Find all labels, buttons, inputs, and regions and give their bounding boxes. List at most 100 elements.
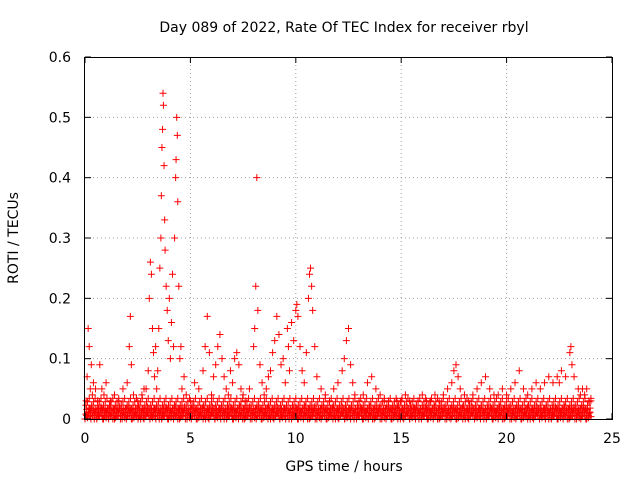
- data-point: [363, 379, 371, 387]
- data-point: [162, 282, 170, 290]
- data-point: [524, 391, 532, 399]
- data-point: [528, 385, 536, 393]
- data-point: [371, 401, 379, 409]
- data-point: [176, 401, 184, 409]
- data-point: [278, 398, 286, 406]
- data-point: [557, 367, 565, 375]
- data-point: [231, 398, 239, 406]
- data-point: [171, 234, 179, 242]
- data-point: [427, 397, 435, 405]
- data-point: [129, 391, 137, 399]
- data-point: [165, 294, 173, 302]
- data-point: [345, 394, 353, 402]
- data-point: [292, 394, 300, 402]
- data-point: [444, 398, 452, 406]
- data-point: [395, 401, 403, 409]
- data-point: [581, 391, 589, 399]
- data-point: [286, 394, 294, 402]
- data-point: [159, 101, 167, 109]
- data-point: [197, 394, 205, 402]
- data-point: [557, 394, 565, 402]
- data-point: [564, 405, 572, 413]
- data-point: [221, 394, 229, 402]
- data-point: [162, 394, 170, 402]
- data-point: [561, 403, 569, 411]
- data-point: [445, 394, 453, 402]
- data-point: [195, 385, 203, 393]
- data-point: [582, 405, 590, 413]
- data-point: [337, 398, 345, 406]
- data-point: [538, 398, 546, 406]
- data-point: [207, 391, 215, 399]
- data-point: [100, 391, 108, 399]
- data-point: [143, 398, 151, 406]
- data-point: [161, 246, 169, 254]
- data-point: [188, 401, 196, 409]
- data-point: [560, 401, 568, 409]
- y-tick-label: 0.5: [49, 110, 71, 126]
- data-point: [123, 401, 131, 409]
- data-point: [281, 379, 289, 387]
- data-point: [310, 394, 318, 402]
- data-point: [567, 343, 575, 351]
- data-point: [302, 398, 310, 406]
- data-point: [88, 391, 96, 399]
- data-point: [424, 401, 432, 409]
- data-point: [151, 373, 159, 381]
- data-point: [479, 398, 487, 406]
- data-point: [277, 401, 285, 409]
- data-point: [269, 349, 277, 357]
- data-point: [536, 401, 544, 409]
- data-point: [250, 394, 258, 402]
- data-point: [292, 306, 300, 314]
- data-point: [585, 409, 593, 417]
- data-point: [196, 398, 204, 406]
- data-point: [180, 373, 188, 381]
- data-point: [115, 397, 123, 405]
- data-point: [369, 394, 377, 402]
- data-point: [231, 355, 239, 363]
- data-point: [113, 398, 121, 406]
- data-point: [314, 398, 322, 406]
- data-point: [178, 398, 186, 406]
- data-point: [473, 398, 481, 406]
- data-point: [204, 405, 212, 413]
- data-point: [431, 403, 439, 411]
- data-point: [448, 401, 456, 409]
- data-point: [311, 343, 319, 351]
- data-point: [175, 282, 183, 290]
- data-point: [514, 398, 522, 406]
- data-point: [532, 398, 540, 406]
- data-point: [361, 398, 369, 406]
- data-point: [307, 264, 315, 272]
- data-point: [317, 385, 325, 393]
- data-point: [293, 300, 301, 308]
- data-point: [504, 394, 512, 402]
- data-point: [199, 403, 207, 411]
- data-point: [257, 405, 265, 413]
- data-point: [448, 379, 456, 387]
- data-point: [301, 403, 309, 411]
- data-point: [454, 373, 462, 381]
- data-point: [495, 401, 503, 409]
- data-point: [507, 401, 515, 409]
- data-point: [296, 343, 304, 351]
- data-point: [134, 397, 142, 405]
- data-point: [363, 394, 371, 402]
- data-point: [175, 405, 183, 413]
- data-point: [215, 394, 223, 402]
- data-point: [517, 405, 525, 413]
- data-point: [243, 398, 251, 406]
- data-point: [373, 398, 381, 406]
- data-point: [164, 401, 172, 409]
- data-point: [203, 394, 211, 402]
- plot-frame: [84, 57, 613, 420]
- data-point: [203, 312, 211, 320]
- data-point: [359, 391, 367, 399]
- data-point: [156, 394, 164, 402]
- data-point: [498, 385, 506, 393]
- data-point: [383, 401, 391, 409]
- data-point: [235, 401, 243, 409]
- data-point: [168, 270, 176, 278]
